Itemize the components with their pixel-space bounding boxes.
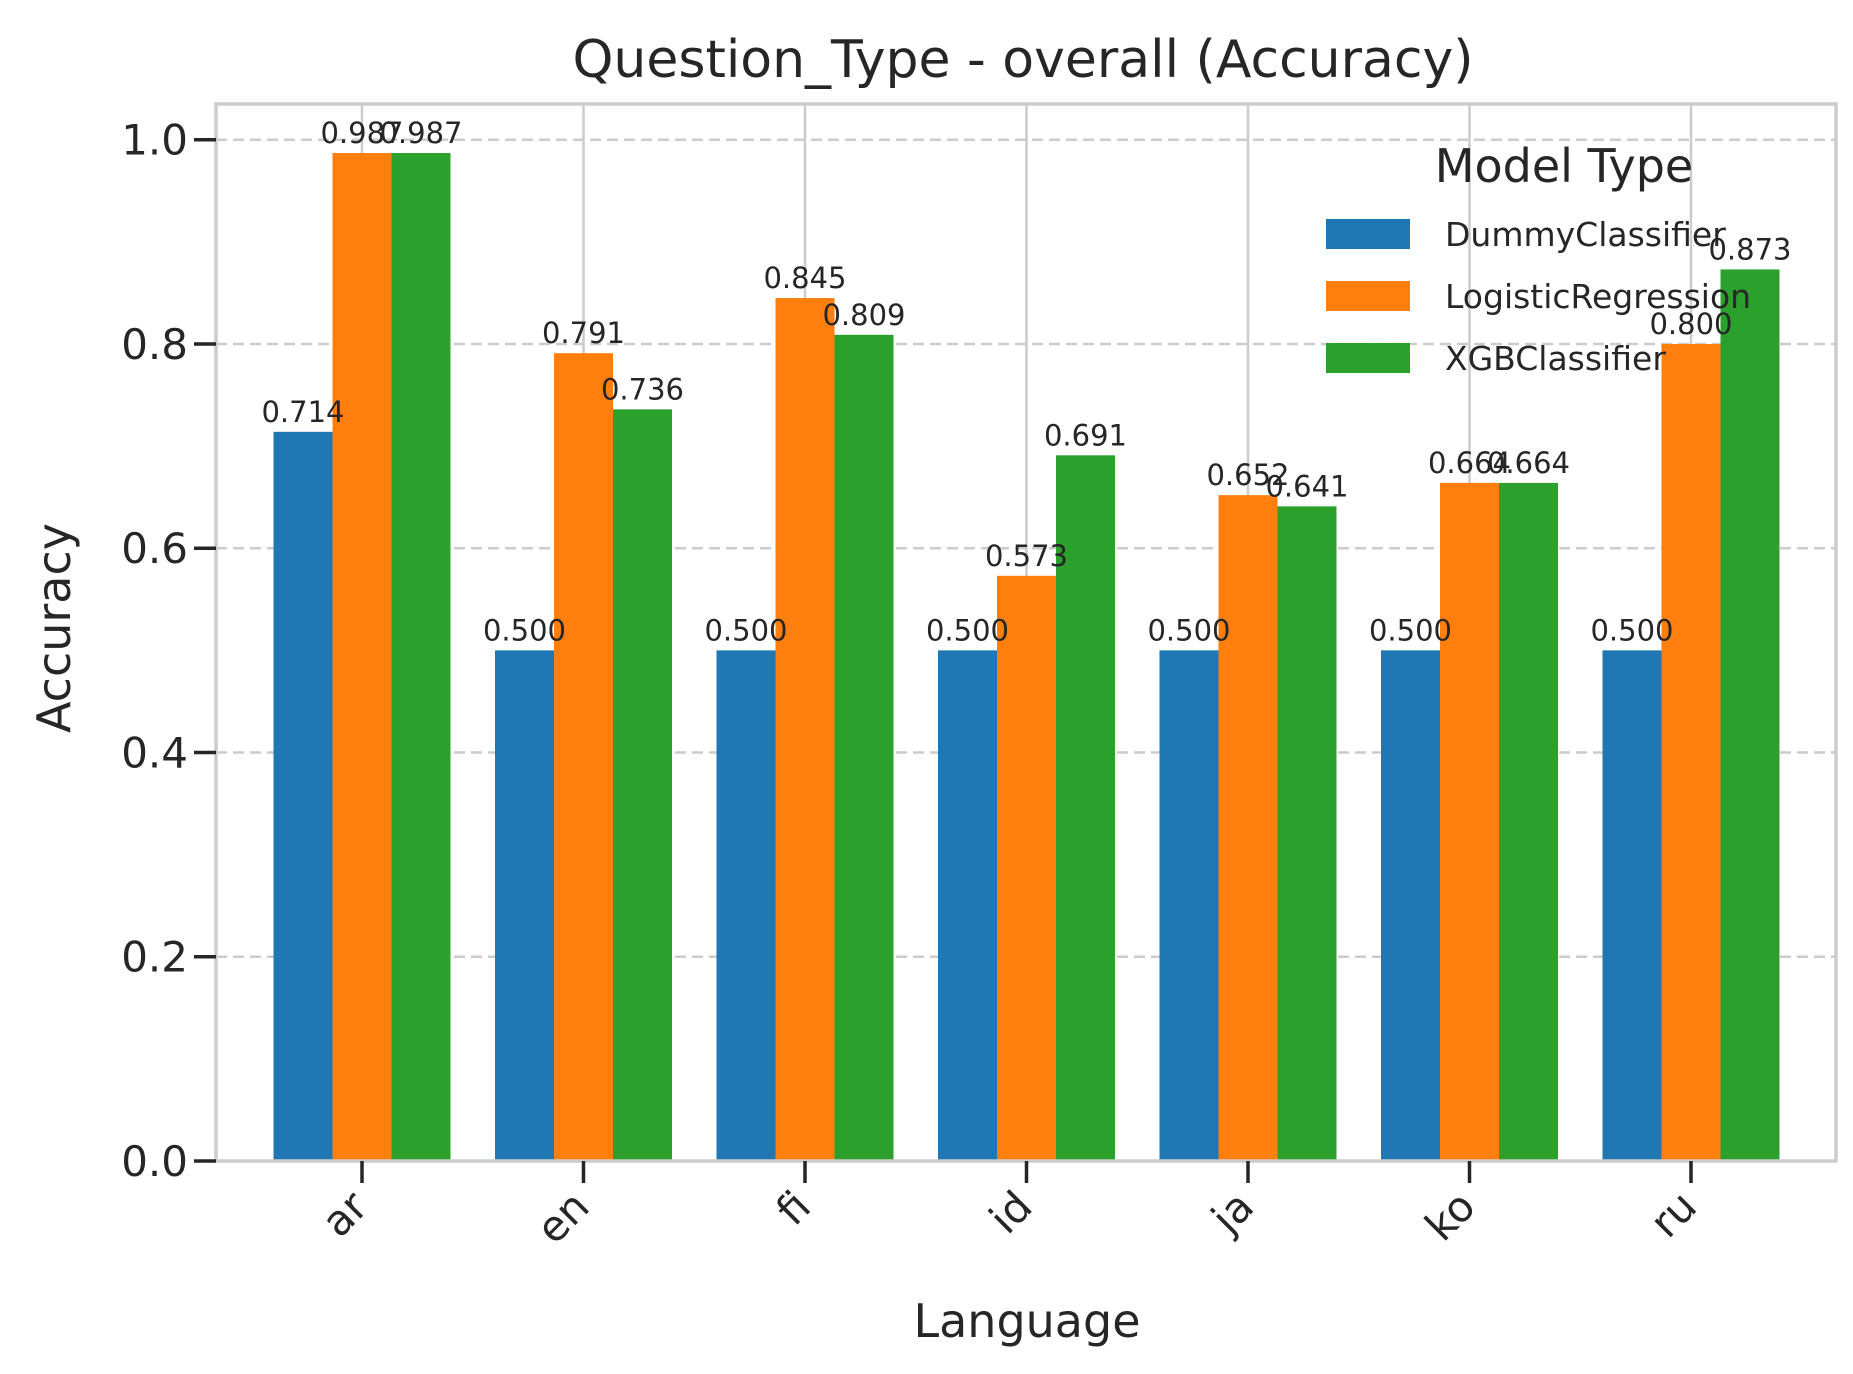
x-tick-label: id bbox=[980, 1181, 1042, 1243]
bar-value-label: 0.573 bbox=[985, 539, 1068, 573]
bar-LogisticRegression-id bbox=[997, 575, 1056, 1161]
bar-XGBClassifier-ar bbox=[391, 153, 451, 1162]
y-tick-label: 0.2 bbox=[121, 933, 188, 982]
bar-LogisticRegression-ru bbox=[1661, 343, 1721, 1161]
bar-value-label: 0.987 bbox=[320, 116, 403, 150]
bar-value-label: 0.845 bbox=[763, 261, 846, 295]
y-tick-label: 0.0 bbox=[121, 1137, 188, 1186]
bars bbox=[273, 153, 1780, 1162]
bar-value-label: 0.800 bbox=[1649, 307, 1732, 341]
legend-swatch-LogisticRegression bbox=[1326, 281, 1410, 311]
bar-LogisticRegression-en bbox=[554, 353, 613, 1161]
bar-DummyClassifier-en bbox=[495, 650, 554, 1161]
y-tick-label: 0.6 bbox=[121, 524, 188, 573]
y-axis-label: Accuracy bbox=[27, 523, 81, 733]
bar-XGBClassifier-ja bbox=[1277, 506, 1337, 1161]
bar-value-label: 0.500 bbox=[483, 613, 566, 647]
bar-value-label: 0.500 bbox=[1147, 613, 1230, 647]
bar-XGBClassifier-en bbox=[613, 409, 672, 1161]
bar-DummyClassifier-ko bbox=[1381, 650, 1440, 1161]
bar-value-label: 0.500 bbox=[926, 613, 1009, 647]
bar-value-labels: 0.714 0.500 0.500 0.500 0.500 0.500 0.500 0.987… bbox=[261, 116, 1791, 647]
x-tick-label: en bbox=[527, 1181, 599, 1253]
x-tick-label: ja bbox=[1201, 1181, 1263, 1243]
chart-title: Question_Type - overall (Accuracy) bbox=[572, 30, 1473, 90]
bar-XGBClassifier-id bbox=[1056, 455, 1115, 1161]
x-tick-label: ar bbox=[312, 1181, 378, 1247]
bar-value-label: 0.664 bbox=[1487, 446, 1570, 480]
bar-LogisticRegression-ar bbox=[332, 153, 392, 1162]
bar-value-label: 0.500 bbox=[704, 613, 787, 647]
bar-value-label: 0.736 bbox=[601, 372, 684, 406]
bar-XGBClassifier-ru bbox=[1720, 269, 1780, 1161]
bar-LogisticRegression-fi bbox=[775, 298, 835, 1161]
y-tick-label: 0.4 bbox=[121, 728, 188, 777]
bar-DummyClassifier-fi bbox=[716, 650, 776, 1161]
x-tick-label: ko bbox=[1416, 1181, 1485, 1250]
bar-value-label: 0.691 bbox=[1044, 418, 1127, 452]
y-tick-label: 0.8 bbox=[121, 320, 188, 369]
legend-title: Model Type bbox=[1435, 139, 1693, 193]
bar-value-label: 0.873 bbox=[1708, 232, 1791, 266]
bar-XGBClassifier-fi bbox=[834, 334, 894, 1162]
bar-value-label: 0.809 bbox=[822, 298, 905, 332]
bar-LogisticRegression-ja bbox=[1218, 495, 1278, 1161]
bar-value-label: 0.500 bbox=[1590, 613, 1673, 647]
bar-value-label: 0.652 bbox=[1206, 458, 1289, 492]
bar-value-label: 0.500 bbox=[1369, 613, 1452, 647]
bar-LogisticRegression-ko bbox=[1440, 482, 1499, 1161]
bar-value-label: 0.791 bbox=[542, 316, 625, 350]
legend-swatch-DummyClassifier bbox=[1326, 219, 1410, 249]
bar-value-label: 0.714 bbox=[261, 395, 344, 429]
bar-value-label: 0.987 bbox=[379, 116, 462, 150]
bar-DummyClassifier-ru bbox=[1602, 650, 1662, 1161]
legend: Model Type DummyClassifier LogisticRegres… bbox=[1326, 139, 1751, 378]
bar-XGBClassifier-ko bbox=[1499, 482, 1558, 1161]
bar-value-label: 0.641 bbox=[1265, 469, 1348, 503]
x-tick-label: fi bbox=[767, 1181, 820, 1234]
bar-DummyClassifier-ja bbox=[1159, 650, 1219, 1161]
x-tick-label: ru bbox=[1640, 1181, 1706, 1247]
bar-DummyClassifier-id bbox=[938, 650, 997, 1161]
legend-label: LogisticRegression bbox=[1445, 277, 1751, 316]
legend-label: XGBClassifier bbox=[1445, 339, 1666, 378]
bar-DummyClassifier-ar bbox=[273, 431, 333, 1161]
legend-swatch-XGBClassifier bbox=[1326, 343, 1410, 373]
x-axis-label: Language bbox=[913, 1294, 1140, 1348]
bar-value-label: 0.664 bbox=[1428, 446, 1511, 480]
legend-label: DummyClassifier bbox=[1445, 215, 1726, 254]
y-tick-label: 1.0 bbox=[121, 116, 188, 165]
